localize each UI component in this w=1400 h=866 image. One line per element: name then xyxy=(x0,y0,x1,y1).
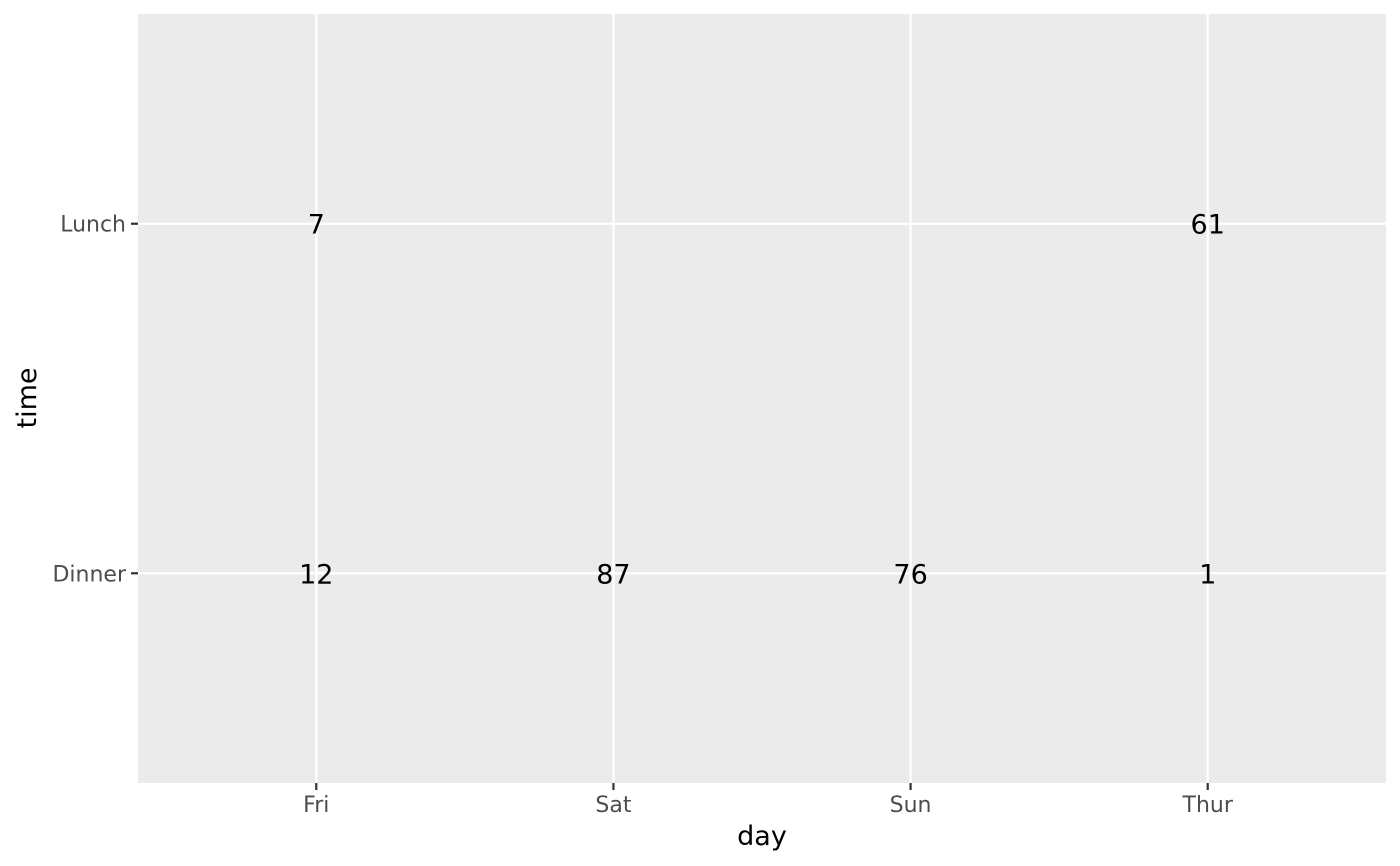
x-tick-label: Thur xyxy=(1182,793,1234,818)
x-axis: Fri Sat Sun Thur xyxy=(303,783,1234,818)
y-tick-label: Lunch xyxy=(60,213,126,238)
gridlines xyxy=(138,14,1386,783)
plot-panel xyxy=(138,14,1386,783)
value-label: 7 xyxy=(308,210,325,241)
y-tick-label: Dinner xyxy=(52,562,126,587)
y-axis-title: time xyxy=(12,367,43,428)
x-tick-label: Sat xyxy=(595,793,631,818)
x-axis-title: day xyxy=(737,821,787,852)
value-label: 1 xyxy=(1199,559,1216,590)
x-tick-label: Sun xyxy=(890,793,932,818)
y-axis: Dinner Lunch xyxy=(52,213,138,587)
value-label: 76 xyxy=(893,559,927,590)
value-label: 61 xyxy=(1191,210,1225,241)
x-tick-label: Fri xyxy=(303,793,329,818)
value-label: 12 xyxy=(299,559,333,590)
value-label: 87 xyxy=(596,559,630,590)
